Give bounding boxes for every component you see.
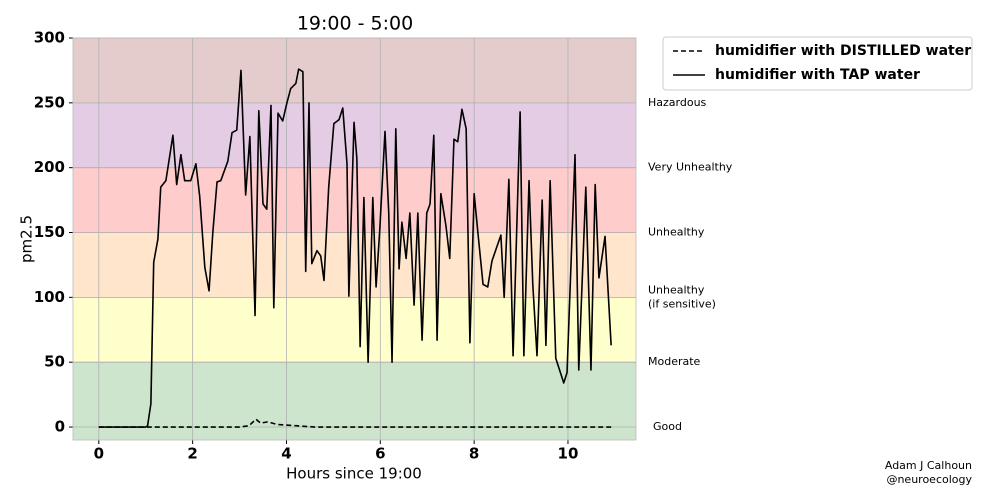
legend-box [662, 36, 973, 91]
series-line [98, 68, 612, 428]
aqi-band [73, 38, 636, 103]
y-tick-label: 150 [34, 223, 65, 241]
x-tick-label: 2 [187, 445, 197, 463]
credit: Adam J Calhoun [885, 459, 972, 472]
band-label: Hazardous [648, 96, 707, 109]
band-label: Good [653, 420, 682, 433]
credit: @neuroecology [886, 473, 972, 486]
x-tick-label: 4 [281, 445, 291, 463]
x-tick-label: 0 [94, 445, 104, 463]
aqi-band [73, 362, 636, 440]
y-tick-label: 0 [55, 418, 65, 436]
x-tick-label: 6 [375, 445, 385, 463]
aqi-band [73, 232, 636, 298]
legend-label: humidifier with TAP water [715, 67, 920, 83]
y-tick-label: 50 [44, 353, 65, 371]
band-label: Unhealthy [648, 226, 705, 239]
y-tick-label: 200 [34, 158, 65, 176]
y-tick-label: 250 [34, 93, 65, 111]
y-tick-label: 100 [34, 288, 65, 306]
aqi-band [73, 297, 636, 363]
x-tick-label: 8 [469, 445, 479, 463]
chart-title: 19:00 - 5:00 [297, 13, 413, 35]
plot-frame [72, 37, 637, 441]
x-tick-label: 10 [558, 445, 579, 463]
band-label: Moderate [648, 355, 701, 368]
band-label: Very Unhealthy [648, 161, 733, 174]
y-axis-label: pm2.5 [18, 215, 36, 263]
band-label: Unhealthy [648, 283, 705, 296]
x-axis-label: Hours since 19:00 [286, 465, 422, 483]
series-line [98, 418, 612, 428]
y-tick-label: 300 [34, 29, 65, 47]
legend-label: humidifier with DISTILLED water [715, 43, 971, 59]
band-label: (if sensitive) [648, 297, 716, 310]
